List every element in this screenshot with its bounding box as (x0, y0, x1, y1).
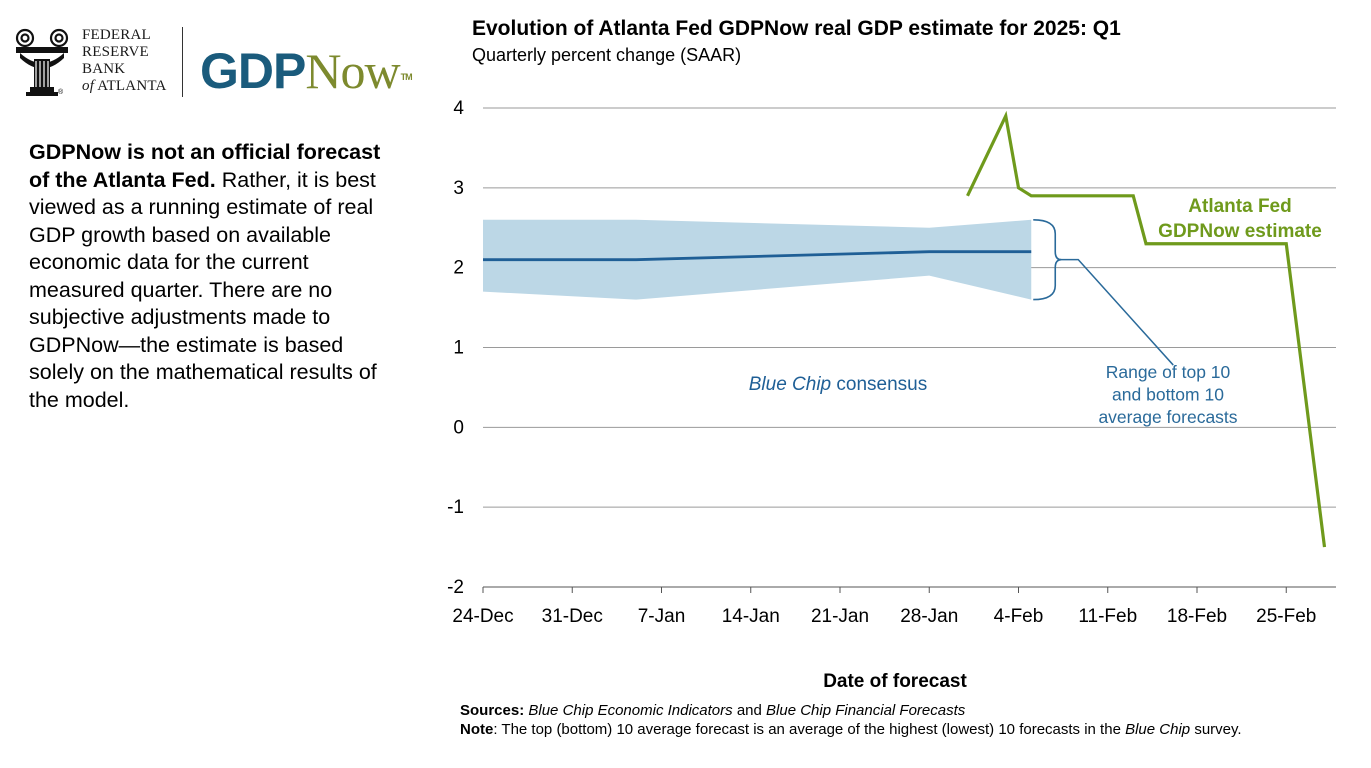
range-brace (1033, 218, 1062, 301)
blue-chip-range-band (483, 219, 1032, 300)
range-label: and bottom 10 (1112, 385, 1224, 405)
y-tick-label: 1 (453, 338, 464, 359)
disclaimer-text: GDPNow is not an official forecast of th… (29, 139, 399, 414)
wordmark-line: RESERVE (82, 44, 149, 60)
wordmark-of: of (82, 78, 95, 94)
wordmark-line: FEDERAL (82, 27, 151, 43)
x-axis-label: Date of forecast (823, 671, 967, 692)
x-tick-label: 18-Feb (1167, 606, 1227, 627)
sources-and: and (736, 702, 762, 719)
x-tick-label: 21-Jan (811, 606, 869, 627)
sources-label: Sources: (460, 702, 525, 719)
disclaimer-bold: GDPNow is not an official forecast of th… (29, 140, 381, 192)
note-text: : The top (bottom) 10 average forecast i… (493, 721, 1121, 738)
gdpnow-logo: GDPNowTM (200, 43, 413, 99)
registered-mark: ® (58, 89, 64, 96)
disclaimer-body: Rather, it is best viewed as a running e… (29, 167, 377, 412)
blue-chip-label-rest: consensus (831, 374, 927, 395)
blue-chip-consensus-line (483, 250, 1032, 262)
range-leader-line (1059, 258, 1174, 366)
gdpnow-estimate-line (966, 110, 1327, 548)
range-label: Range of top 10 (1106, 362, 1231, 382)
y-tick-label: 4 (453, 98, 464, 119)
y-tick-label: 2 (453, 258, 464, 279)
x-tick-label: 4-Feb (994, 606, 1044, 627)
note-italic: Blue Chip (1125, 721, 1191, 738)
x-tick-label: 28-Jan (900, 606, 958, 627)
x-tick-label: 14-Jan (722, 606, 780, 627)
gdpnow-series-label: GDPNow estimate (1158, 221, 1322, 242)
trademark-mark: TM (400, 72, 413, 82)
wordmark-line: BANK (82, 61, 126, 77)
wordmark-city: ATLANTA (97, 78, 167, 94)
source-blue-chip-financial: Blue Chip Financial Forecasts (766, 702, 966, 719)
wordmark-line: of ATLANTA (82, 78, 167, 95)
note-text-end: survey. (1194, 721, 1242, 738)
source-blue-chip-economic: Blue Chip Economic Indicators (528, 702, 733, 719)
chart-title: Evolution of Atlanta Fed GDPNow real GDP… (472, 17, 1121, 40)
note-line: Note: The top (bottom) 10 average foreca… (460, 720, 1280, 739)
logo-divider (182, 27, 183, 97)
range-label: average forecasts (1098, 407, 1237, 427)
x-tick-label: 11-Feb (1078, 606, 1137, 627)
atlanta-fed-logo: FEDERAL RESERVE BANK of ATLANTA ® GDPNow… (12, 25, 413, 100)
y-tick-label: -2 (447, 577, 464, 598)
y-tick-label: 0 (453, 417, 464, 438)
note-label: Note (460, 721, 494, 738)
x-tick-label: 31-Dec (542, 606, 603, 627)
federal-reserve-bank-wordmark: FEDERAL RESERVE BANK of ATLANTA (82, 27, 167, 95)
gdpnow-logo-now: Now (305, 43, 400, 99)
blue-chip-label-italic: Blue Chip (749, 374, 831, 395)
gdpnow-series-label: Atlanta Fed (1188, 196, 1291, 217)
sources-note: Sources: Blue Chip Economic Indicators a… (460, 701, 1280, 739)
gdpnow-logo-gdp: GDP (200, 43, 306, 99)
x-tick-label: 25-Feb (1256, 606, 1316, 627)
chart-subtitle: Quarterly percent change (SAAR) (472, 45, 742, 65)
x-tick-label: 7-Jan (638, 606, 686, 627)
x-tick-label: 24-Dec (452, 606, 513, 627)
blue-chip-series-label: Blue Chip consensus (749, 374, 928, 395)
sources-line: Sources: Blue Chip Economic Indicators a… (460, 701, 1280, 720)
federal-reserve-seal-icon (15, 28, 69, 96)
y-tick-label: -1 (447, 497, 464, 518)
y-tick-label: 3 (453, 178, 464, 199)
